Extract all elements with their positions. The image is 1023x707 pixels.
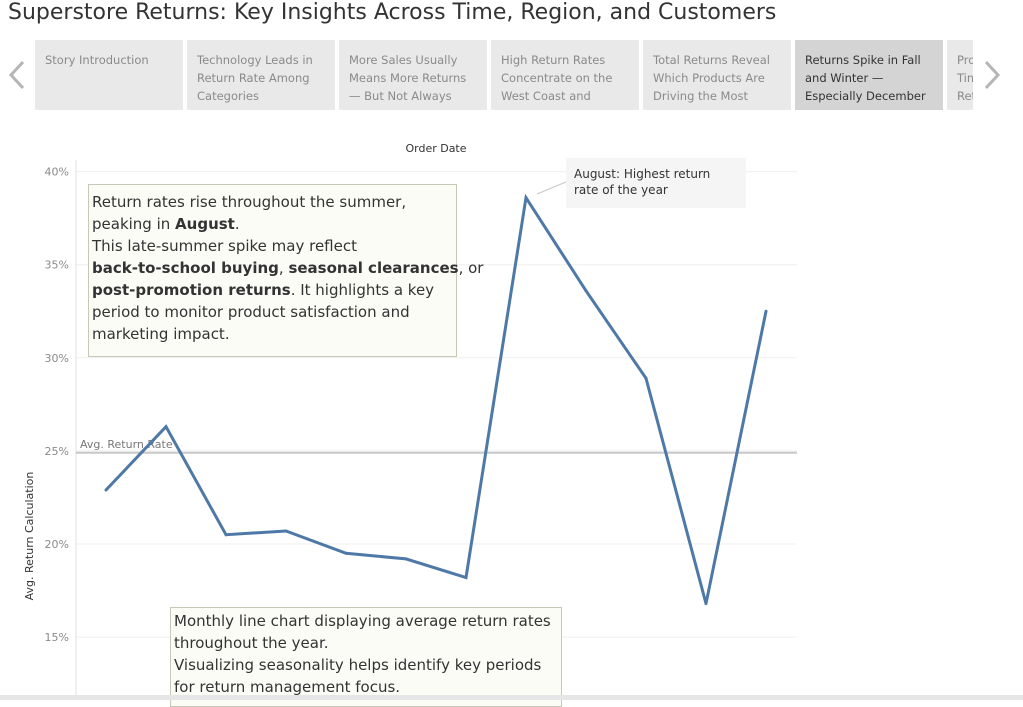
story-point-5-active[interactable]: Returns Spike in Fall and Winter — Espec… (795, 40, 943, 110)
series-points (104, 196, 768, 606)
story-point-4[interactable]: Total Returns Reveal Which Products Are … (643, 40, 791, 110)
annotation-bold: seasonal clearances (288, 259, 459, 277)
page-title: Superstore Returns: Key Insights Across … (8, 0, 777, 25)
data-point[interactable] (224, 533, 228, 537)
annotation-line: This late-summer spike may reflect (92, 237, 357, 255)
story-point-line: Especially December (805, 89, 926, 103)
chart-description-annotation: Monthly line chart displaying average re… (170, 607, 562, 707)
horizontal-scrollbar[interactable] (0, 695, 1023, 700)
annotation-bold: back-to-school buying (92, 259, 279, 277)
story-point-6[interactable]: Pro Tim Ret (947, 40, 973, 110)
annotation-line: Return rates rise throughout the summer, (92, 193, 407, 211)
story-point-line: Ret (957, 89, 973, 103)
story-point-line: More Sales Usually (349, 53, 458, 67)
story-prev-button[interactable] (7, 58, 27, 92)
story-point-line: Pro (957, 53, 973, 67)
annotation-text: , or (458, 259, 484, 277)
story-point-0[interactable]: Story Introduction (35, 40, 183, 110)
story-point-line: Return Rate Among (197, 71, 310, 85)
story-point-line: Categories (197, 89, 259, 103)
annotation-line: back-to-school buying, seasonal clearanc… (92, 257, 483, 279)
y-tick-label: 30% (45, 352, 69, 365)
y-tick-label: 35% (45, 259, 69, 272)
annotation-line: Visualizing seasonality helps identify k… (174, 656, 542, 674)
callout-line: rate of the year (574, 183, 668, 197)
story-point-line: Means More Returns (349, 71, 467, 85)
annotation-text: . (234, 215, 240, 233)
data-point[interactable] (404, 557, 408, 561)
data-point[interactable] (344, 551, 348, 555)
story-point-line: High Return Rates (501, 53, 606, 67)
data-point[interactable] (584, 289, 588, 293)
story-point-3[interactable]: High Return Rates Concentrate on the Wes… (491, 40, 639, 110)
y-tick-label: 20% (45, 538, 69, 551)
data-point[interactable] (644, 376, 648, 380)
data-point[interactable] (164, 425, 168, 429)
annotation-line: marketing impact. (92, 325, 230, 343)
y-axis-title: Avg. Return Calculation (23, 472, 36, 601)
annotation-text: . It highlights a key (290, 281, 435, 299)
story-point-line: Returns Spike in Fall (805, 53, 921, 67)
annotation-line: peaking in August. (92, 213, 454, 235)
annotation-line: for return management focus. (174, 678, 401, 696)
data-point[interactable] (704, 602, 708, 606)
story-point-line: Technology Leads in (197, 53, 313, 67)
annotation-line: period to monitor product satisfaction a… (92, 303, 410, 321)
annotation-text: , (278, 259, 289, 277)
data-point[interactable] (104, 488, 108, 492)
story-navigator: Story Introduction Technology Leads in R… (35, 40, 973, 110)
return-rate-series-line (104, 193, 768, 604)
data-point[interactable] (764, 309, 768, 313)
x-axis-title: Order Date (405, 142, 466, 155)
story-point-line: Which Products Are (653, 71, 765, 85)
y-tick-label: 15% (45, 631, 69, 644)
data-point[interactable] (284, 529, 288, 533)
story-point-1[interactable]: Technology Leads in Return Rate Among Ca… (187, 40, 335, 110)
story-point-line: — But Not Always (349, 89, 452, 103)
annotation-text: peaking in (92, 215, 176, 233)
story-point-line: Tim (957, 71, 973, 85)
y-tick-label: 40% (45, 166, 69, 179)
annotation-line: Monthly line chart displaying average re… (174, 612, 551, 630)
chevron-right-icon (982, 58, 1002, 92)
august-callout: August: Highest return rate of the year (566, 158, 746, 208)
annotation-line: throughout the year. (174, 634, 329, 652)
y-axis-ticks: 15% 20% 25% 30% 35% 40% (45, 166, 69, 644)
annotation-line: post-promotion returns. It highlights a … (92, 279, 454, 301)
story-point-line: Concentrate on the (501, 71, 613, 85)
data-point[interactable] (524, 196, 528, 200)
story-point-line: and Winter — (805, 71, 884, 85)
story-point-line: Total Returns Reveal (653, 53, 770, 67)
annotation-bold: August (175, 215, 235, 233)
story-next-button[interactable] (982, 58, 1002, 92)
average-reference-label: Avg. Return Rate (80, 438, 173, 451)
annotation-bold: post-promotion returns (92, 281, 291, 299)
callout-leader-line (536, 181, 567, 195)
story-point-2[interactable]: More Sales Usually Means More Returns — … (339, 40, 487, 110)
story-point-line: West Coast and (501, 89, 591, 103)
data-point[interactable] (464, 576, 468, 580)
story-point-line: Driving the Most (653, 89, 749, 103)
chevron-left-icon (7, 58, 27, 92)
callout-line: August: Highest return (574, 167, 711, 181)
story-point-line: Story Introduction (45, 53, 149, 67)
y-tick-label: 25% (45, 445, 69, 458)
insight-annotation: Return rates rise throughout the summer,… (88, 184, 483, 357)
